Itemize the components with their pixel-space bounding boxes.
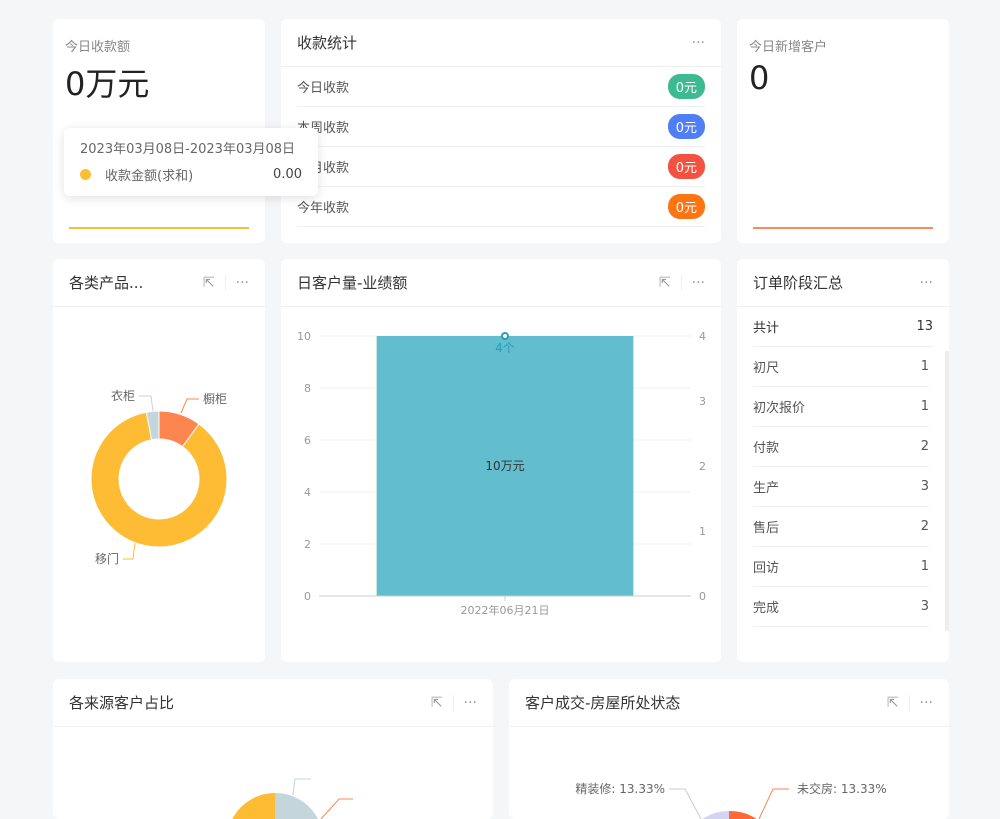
- donut-slice[interactable]: [90, 411, 228, 548]
- daily-card: 日客户量-业绩额 ⇱ ··· 0 2 4 6 8 10 0 1 2 3 4 10万元 4个 2022年06月2…: [281, 259, 721, 662]
- total-row: 共计 13: [753, 307, 933, 347]
- source-card: 各来源客户占比 ⇱ ··· 其他渠道 大众点评: [53, 679, 493, 819]
- card-title: 日客户量-业绩额: [297, 274, 408, 292]
- y-tick-label: 0: [304, 590, 311, 603]
- stage-row: 付款 2: [753, 427, 929, 467]
- x-tick-label: 2022年06月21日: [461, 603, 550, 617]
- line-point[interactable]: [501, 332, 509, 340]
- y2-tick-label: 4: [699, 330, 706, 343]
- y-tick-label: 2: [304, 538, 311, 551]
- series-dot: [80, 169, 91, 180]
- y2-tick-label: 3: [699, 395, 706, 408]
- stage-row: 售后 2: [753, 507, 929, 547]
- stage-row: 初尺 1: [753, 347, 929, 387]
- scrollbar[interactable]: [945, 351, 949, 631]
- ellipsis-icon[interactable]: ···: [691, 274, 705, 291]
- row-label: 今日收款: [297, 81, 350, 96]
- y2-tick-label: 1: [699, 525, 706, 538]
- bar[interactable]: [376, 336, 634, 596]
- kpi-value: 0万元: [65, 65, 150, 103]
- stage-row: 完成 3: [753, 587, 929, 627]
- external-link-icon[interactable]: ⇱: [202, 274, 215, 291]
- card-title: 各类产品...: [69, 274, 144, 292]
- kpi-label: 今日收款额: [65, 40, 131, 55]
- order-stage-card: 订单阶段汇总 ··· 共计 13 初尺 1 初次报价 1 付款 2 生产 3 售后 2 回访 1 完成 3: [737, 259, 949, 662]
- income-row: 本周收款 0元: [297, 107, 705, 147]
- pie-label: 未交房: 13.33%: [797, 781, 887, 796]
- row-label: 完成: [753, 601, 780, 616]
- pie-slice: [729, 810, 757, 819]
- source-pie-chart: 其他渠道 大众点评: [232, 778, 353, 819]
- amount-badge: 0元: [667, 114, 705, 139]
- row-label: 售后: [753, 521, 780, 536]
- row-value: 3: [920, 479, 929, 494]
- accent-line: [69, 227, 249, 229]
- card-title: 收款统计: [297, 34, 358, 52]
- tooltip-series: 收款金额(求和): [105, 169, 194, 184]
- donut-label: 衣柜: [111, 388, 135, 403]
- house-pie-chart: 精装修: 13.33% 未交房: 13.33%: [575, 781, 887, 819]
- kpi-label: 今日新增客户: [749, 40, 828, 55]
- row-label: 今年收款: [297, 201, 350, 216]
- external-link-icon[interactable]: ⇱: [430, 694, 443, 711]
- ellipsis-icon[interactable]: ···: [919, 694, 933, 711]
- row-value: 13: [916, 319, 933, 334]
- bar-label: 10万元: [485, 459, 524, 473]
- tooltip-value: 0.00: [273, 167, 302, 182]
- row-value: 1: [920, 399, 929, 414]
- y2-tick-label: 2: [699, 460, 706, 473]
- amount-badge: 0元: [667, 194, 705, 219]
- income-stats-card: 收款统计 ··· 今日收款 0元 本周收款 0元 本月收款 0元 今年收款 0元: [281, 19, 721, 243]
- income-row: 今年收款 0元: [297, 187, 705, 227]
- amount-badge: 0元: [667, 74, 705, 99]
- row-value: 3: [920, 599, 929, 614]
- pie-slice: [702, 810, 729, 819]
- y-tick-label: 8: [304, 382, 311, 395]
- row-label: 初次报价: [753, 401, 806, 416]
- stage-row: 初次报价 1: [753, 387, 929, 427]
- accent-line: [753, 227, 933, 229]
- external-link-icon[interactable]: ⇱: [658, 274, 671, 291]
- donut-label: 橱柜: [203, 392, 227, 406]
- y-tick-label: 6: [304, 434, 311, 447]
- y-tick-label: 10: [297, 330, 311, 343]
- chart-tooltip: 2023年03月08日-2023年03月08日 收款金额(求和) 0.00: [64, 128, 318, 196]
- tooltip-range: 2023年03月08日-2023年03月08日: [80, 142, 296, 157]
- y-tick-label: 4: [304, 486, 311, 499]
- y2-tick-label: 0: [699, 590, 706, 603]
- row-value: 1: [920, 359, 929, 374]
- ellipsis-icon[interactable]: ···: [235, 274, 249, 291]
- row-label: 共计: [753, 321, 780, 336]
- card-title: 订单阶段汇总: [753, 274, 844, 292]
- line-label: 4个: [495, 341, 515, 355]
- donut-label: 移门: [95, 551, 119, 566]
- card-title: 各来源客户占比: [69, 694, 175, 712]
- kpi-value: 0: [749, 59, 770, 97]
- amount-badge: 0元: [667, 154, 705, 179]
- external-link-icon[interactable]: ⇱: [886, 694, 899, 711]
- income-row: 本月收款 0元: [297, 147, 705, 187]
- ellipsis-icon[interactable]: ···: [691, 34, 705, 51]
- pie-slice: [275, 792, 318, 819]
- income-row: 今日收款 0元: [297, 67, 705, 107]
- row-value: 1: [920, 559, 929, 574]
- row-value: 2: [920, 519, 929, 534]
- product-card: 各类产品... ⇱ ··· 衣柜 橱柜移门: [53, 259, 265, 662]
- pie-slice: [232, 793, 275, 819]
- stage-row: 回访 1: [753, 547, 929, 587]
- ellipsis-icon[interactable]: ···: [919, 274, 933, 291]
- row-label: 初尺: [753, 361, 780, 376]
- stage-row: 生产 3: [753, 467, 929, 507]
- pie-label: 精装修: 13.33%: [575, 781, 665, 796]
- row-label: 付款: [753, 441, 780, 456]
- new-customers-card: 今日新增客户 0: [737, 19, 949, 243]
- daily-bar-chart: 0 2 4 6 8 10 0 1 2 3 4 10万元 4个 2022年06月21日: [297, 330, 706, 617]
- row-label: 生产: [753, 481, 780, 496]
- ellipsis-icon[interactable]: ···: [463, 694, 477, 711]
- row-value: 2: [920, 439, 929, 454]
- house-card: 客户成交-房屋所处状态 ⇱ ··· 精装修: 13.33% 未交房: 13.33%: [509, 679, 949, 819]
- row-label: 回访: [753, 561, 780, 576]
- card-title: 客户成交-房屋所处状态: [525, 694, 681, 712]
